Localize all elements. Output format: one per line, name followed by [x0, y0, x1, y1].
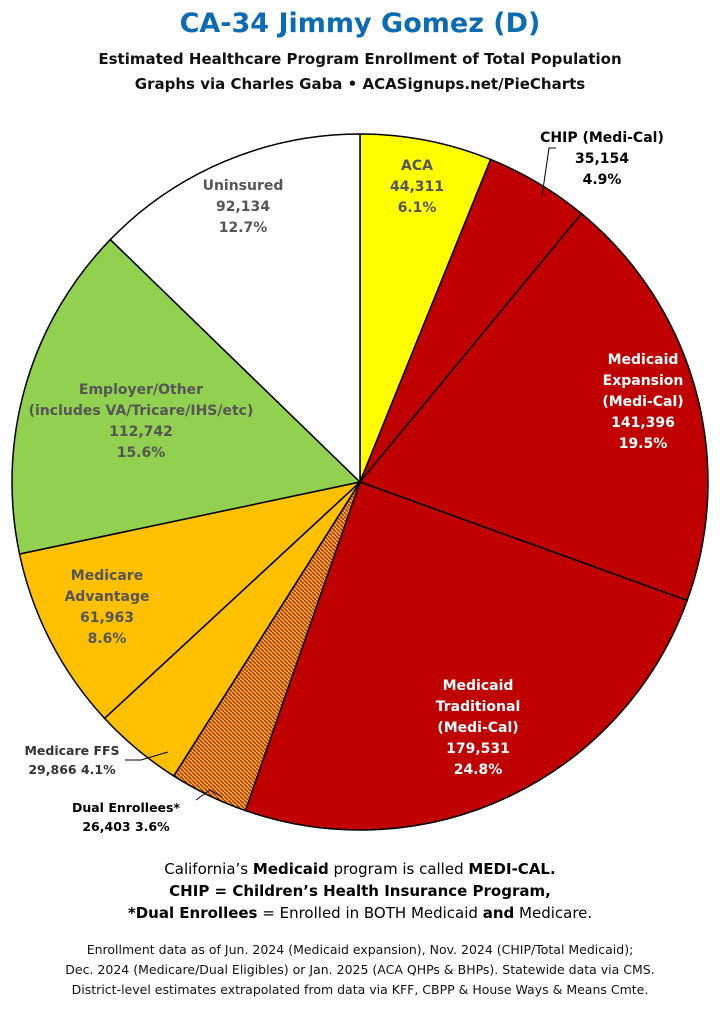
- note-dual-enrollees: *Dual Enrollees = Enrolled in BOTH Medic…: [127, 904, 593, 922]
- pie-slice-employer-other-includes-va-tricare-ihs-etc: [11, 238, 362, 555]
- pie-chart: ACA 44,311 6.1% CHIP (Medi-Cal) 35,154 4.9% Me…: [11, 130, 709, 834]
- slice-label-employer-other-includes-va-tricare-ihs-etc: Employer/Other (includes VA/Tricare/IHS/e…: [29, 382, 254, 461]
- slice-label-medicaid-traditional-medi-cal: Medicaid Traditional (Medi-Cal) 179,531 24.8…: [436, 678, 521, 778]
- leader-line-medicare-ffs: [125, 751, 169, 761]
- leader-line-chip-medi-cal: [541, 147, 556, 197]
- slice-label-medicare-ffs: Medicare FFS 29,866 4.1%: [24, 743, 119, 777]
- pie-slice-medicaid-traditional-medi-cal: [244, 481, 689, 831]
- pie-slice-medicaid-expansion-medi-cal: [358, 212, 709, 602]
- slice-label-uninsured: Uninsured 92,134 12.7%: [203, 178, 284, 236]
- note-chip: CHIP = Children’s Health Insurance Progr…: [169, 882, 551, 900]
- slice-label-aca: ACA 44,311 6.1%: [390, 158, 444, 216]
- pie-slice-aca: [359, 133, 492, 483]
- footer-source-3: District-level estimates extrapolated fr…: [71, 982, 649, 997]
- leader-line-dual-enrollees: [195, 789, 223, 801]
- slice-label-chip-medi-cal: CHIP (Medi-Cal) 35,154 4.9%: [540, 130, 664, 188]
- footer-source-2: Dec. 2024 (Medicare/Dual Eligibles) or J…: [65, 962, 655, 977]
- chart-credit: Graphs via Charles Gaba • ACASignups.net…: [134, 75, 586, 93]
- note-medi-cal: California’s Medicaid program is called …: [164, 860, 556, 878]
- pie-slice-medicare-advantage: [18, 480, 363, 720]
- footer-source-1: Enrollment data as of Jun. 2024 (Medicai…: [86, 942, 634, 957]
- chart-title: CA-34 Jimmy Gomez (D): [179, 8, 541, 39]
- slice-label-dual-enrollees: Dual Enrollees* 26,403 3.6%: [72, 800, 181, 834]
- pie-slice-uninsured: [109, 133, 361, 484]
- chart-subtitle: Estimated Healthcare Program Enrollment …: [98, 50, 622, 68]
- slice-label-medicaid-expansion-medi-cal: Medicaid Expansion (Medi-Cal) 141,396 19.5%: [602, 352, 683, 452]
- slice-label-medicare-advantage: Medicare Advantage 61,963 8.6%: [64, 568, 149, 647]
